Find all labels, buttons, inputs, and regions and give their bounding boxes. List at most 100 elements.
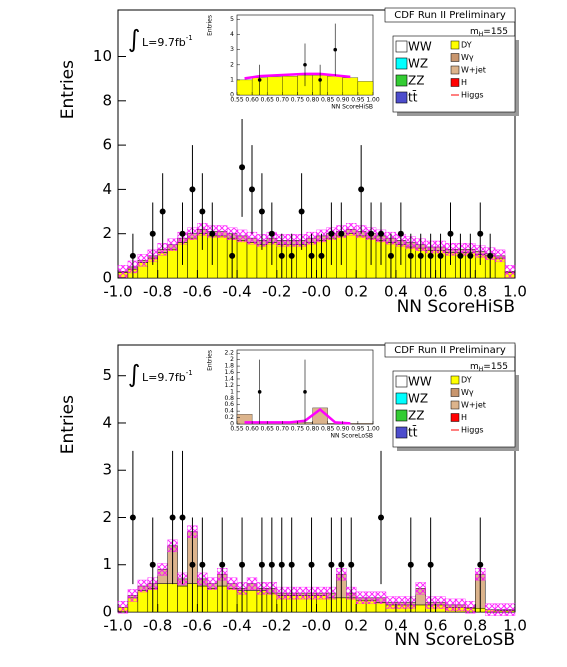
chart-title: CDF Run II Preliminary — [394, 345, 506, 356]
data-point — [268, 230, 275, 237]
bar-segment — [355, 235, 367, 279]
legend-label: Higgs — [461, 426, 484, 435]
x-tick-label: -0.8 — [143, 617, 172, 635]
data-point — [199, 561, 206, 568]
bar-segment — [236, 240, 248, 279]
uncertainty-band — [504, 265, 516, 278]
x-tick-label: -0.2 — [262, 617, 291, 635]
data-point — [487, 252, 494, 259]
data-point — [467, 252, 474, 259]
y-tick-label: 0 — [230, 421, 234, 428]
mass-text: m — [470, 362, 479, 372]
x-tick-label: 0.70 — [276, 97, 290, 104]
data-point — [239, 164, 246, 171]
mass-text: m — [470, 27, 479, 37]
legend-swatch — [450, 53, 460, 62]
x-tick-label: 0.90 — [336, 97, 350, 104]
mass-rest: =155 — [483, 362, 508, 372]
y-tick-label: 0.2 — [224, 414, 234, 421]
legend-swatch — [450, 388, 460, 397]
y-tick-label: 5 — [102, 366, 112, 384]
data-point — [407, 252, 414, 259]
bar-segment — [236, 79, 253, 96]
bar-segment — [342, 77, 359, 96]
legend-swatch — [395, 375, 408, 388]
data-point — [129, 514, 136, 521]
x-tick-label: 1.0 — [503, 283, 527, 301]
data-point — [248, 186, 255, 193]
uncertainty-band — [127, 589, 139, 602]
x-tick-label: -0.2 — [262, 283, 291, 301]
legend-label: H — [461, 78, 467, 87]
mass-label: mH=155 — [470, 27, 508, 38]
bar-segment — [246, 242, 258, 279]
data-point — [189, 186, 196, 193]
data-point — [129, 252, 136, 259]
uncertainty-band — [137, 254, 148, 267]
data-point — [417, 252, 424, 259]
data-point — [278, 252, 285, 259]
legend-swatch — [450, 65, 460, 75]
y-tick-label: 1.4 — [224, 375, 234, 382]
y-tick-label: 1 — [230, 76, 234, 83]
legend-label: DY — [461, 41, 472, 50]
x-tick-label: 0.4 — [384, 617, 408, 635]
x-tick-label: 0.8 — [463, 617, 487, 635]
data-point — [169, 514, 176, 521]
legend-label: ZZ — [408, 74, 424, 88]
x-tick-label: 0.60 — [245, 97, 259, 104]
x-axis-label: NN ScoreLoSB — [330, 433, 373, 440]
data-point — [378, 230, 385, 237]
bar-segment — [415, 604, 426, 613]
luminosity: L=9.7fb-1 — [142, 369, 193, 384]
y-tick-label: 4 — [102, 413, 112, 431]
bar-segment — [267, 76, 283, 96]
uncertainty-band — [494, 249, 506, 263]
bar-segment — [137, 590, 149, 613]
y-tick-label: 4 — [230, 31, 234, 38]
x-tick-label: 0.85 — [321, 97, 335, 104]
uncertainty-band — [316, 586, 327, 600]
y-tick-label: 3 — [230, 46, 234, 53]
uncertainty-band — [296, 586, 307, 600]
y-tick-label: 2 — [230, 356, 234, 363]
x-tick-label: 1.00 — [366, 97, 380, 104]
uncertainty-band — [217, 225, 228, 238]
data-point — [303, 390, 307, 394]
y-axis-label: Entries — [207, 350, 214, 371]
x-tick-label: 1.00 — [366, 426, 380, 433]
bar-segment — [207, 588, 218, 613]
legend-swatch — [450, 400, 460, 410]
uncertainty-band — [236, 229, 248, 243]
x-tick-label: 0.95 — [351, 97, 365, 104]
y-tick-label: 0.8 — [224, 395, 234, 402]
uncertainty-band — [246, 231, 258, 245]
y-tick-label: 1.8 — [224, 363, 234, 370]
legend-swatch — [395, 40, 408, 53]
y-tick-label: 10 — [93, 47, 112, 65]
data-point — [477, 230, 484, 237]
x-tick-label: -0.4 — [222, 283, 251, 301]
data-point — [229, 252, 236, 259]
uncertainty-band — [415, 582, 426, 595]
data-point — [358, 186, 365, 193]
lumi-text: L=9.7fb — [142, 371, 186, 384]
x-axis-label: NN ScoreLoSB — [395, 630, 515, 650]
data-point — [338, 561, 345, 568]
data-point — [348, 561, 355, 568]
bar-segment — [187, 237, 198, 279]
uncertainty-band — [117, 601, 129, 614]
uncertainty-band — [494, 603, 506, 616]
data-point — [149, 230, 156, 237]
uncertainty-band — [395, 596, 407, 609]
legend-swatch — [450, 78, 460, 87]
data-point — [288, 252, 295, 259]
data-point — [437, 252, 444, 259]
bar-segment — [157, 252, 168, 279]
x-tick-label: 0.90 — [336, 426, 350, 433]
data-point — [378, 514, 385, 521]
data-point — [179, 230, 186, 237]
legend-label: Wγ — [461, 53, 474, 62]
uncertainty-band — [375, 591, 387, 605]
legend-label: Wγ — [461, 388, 474, 397]
